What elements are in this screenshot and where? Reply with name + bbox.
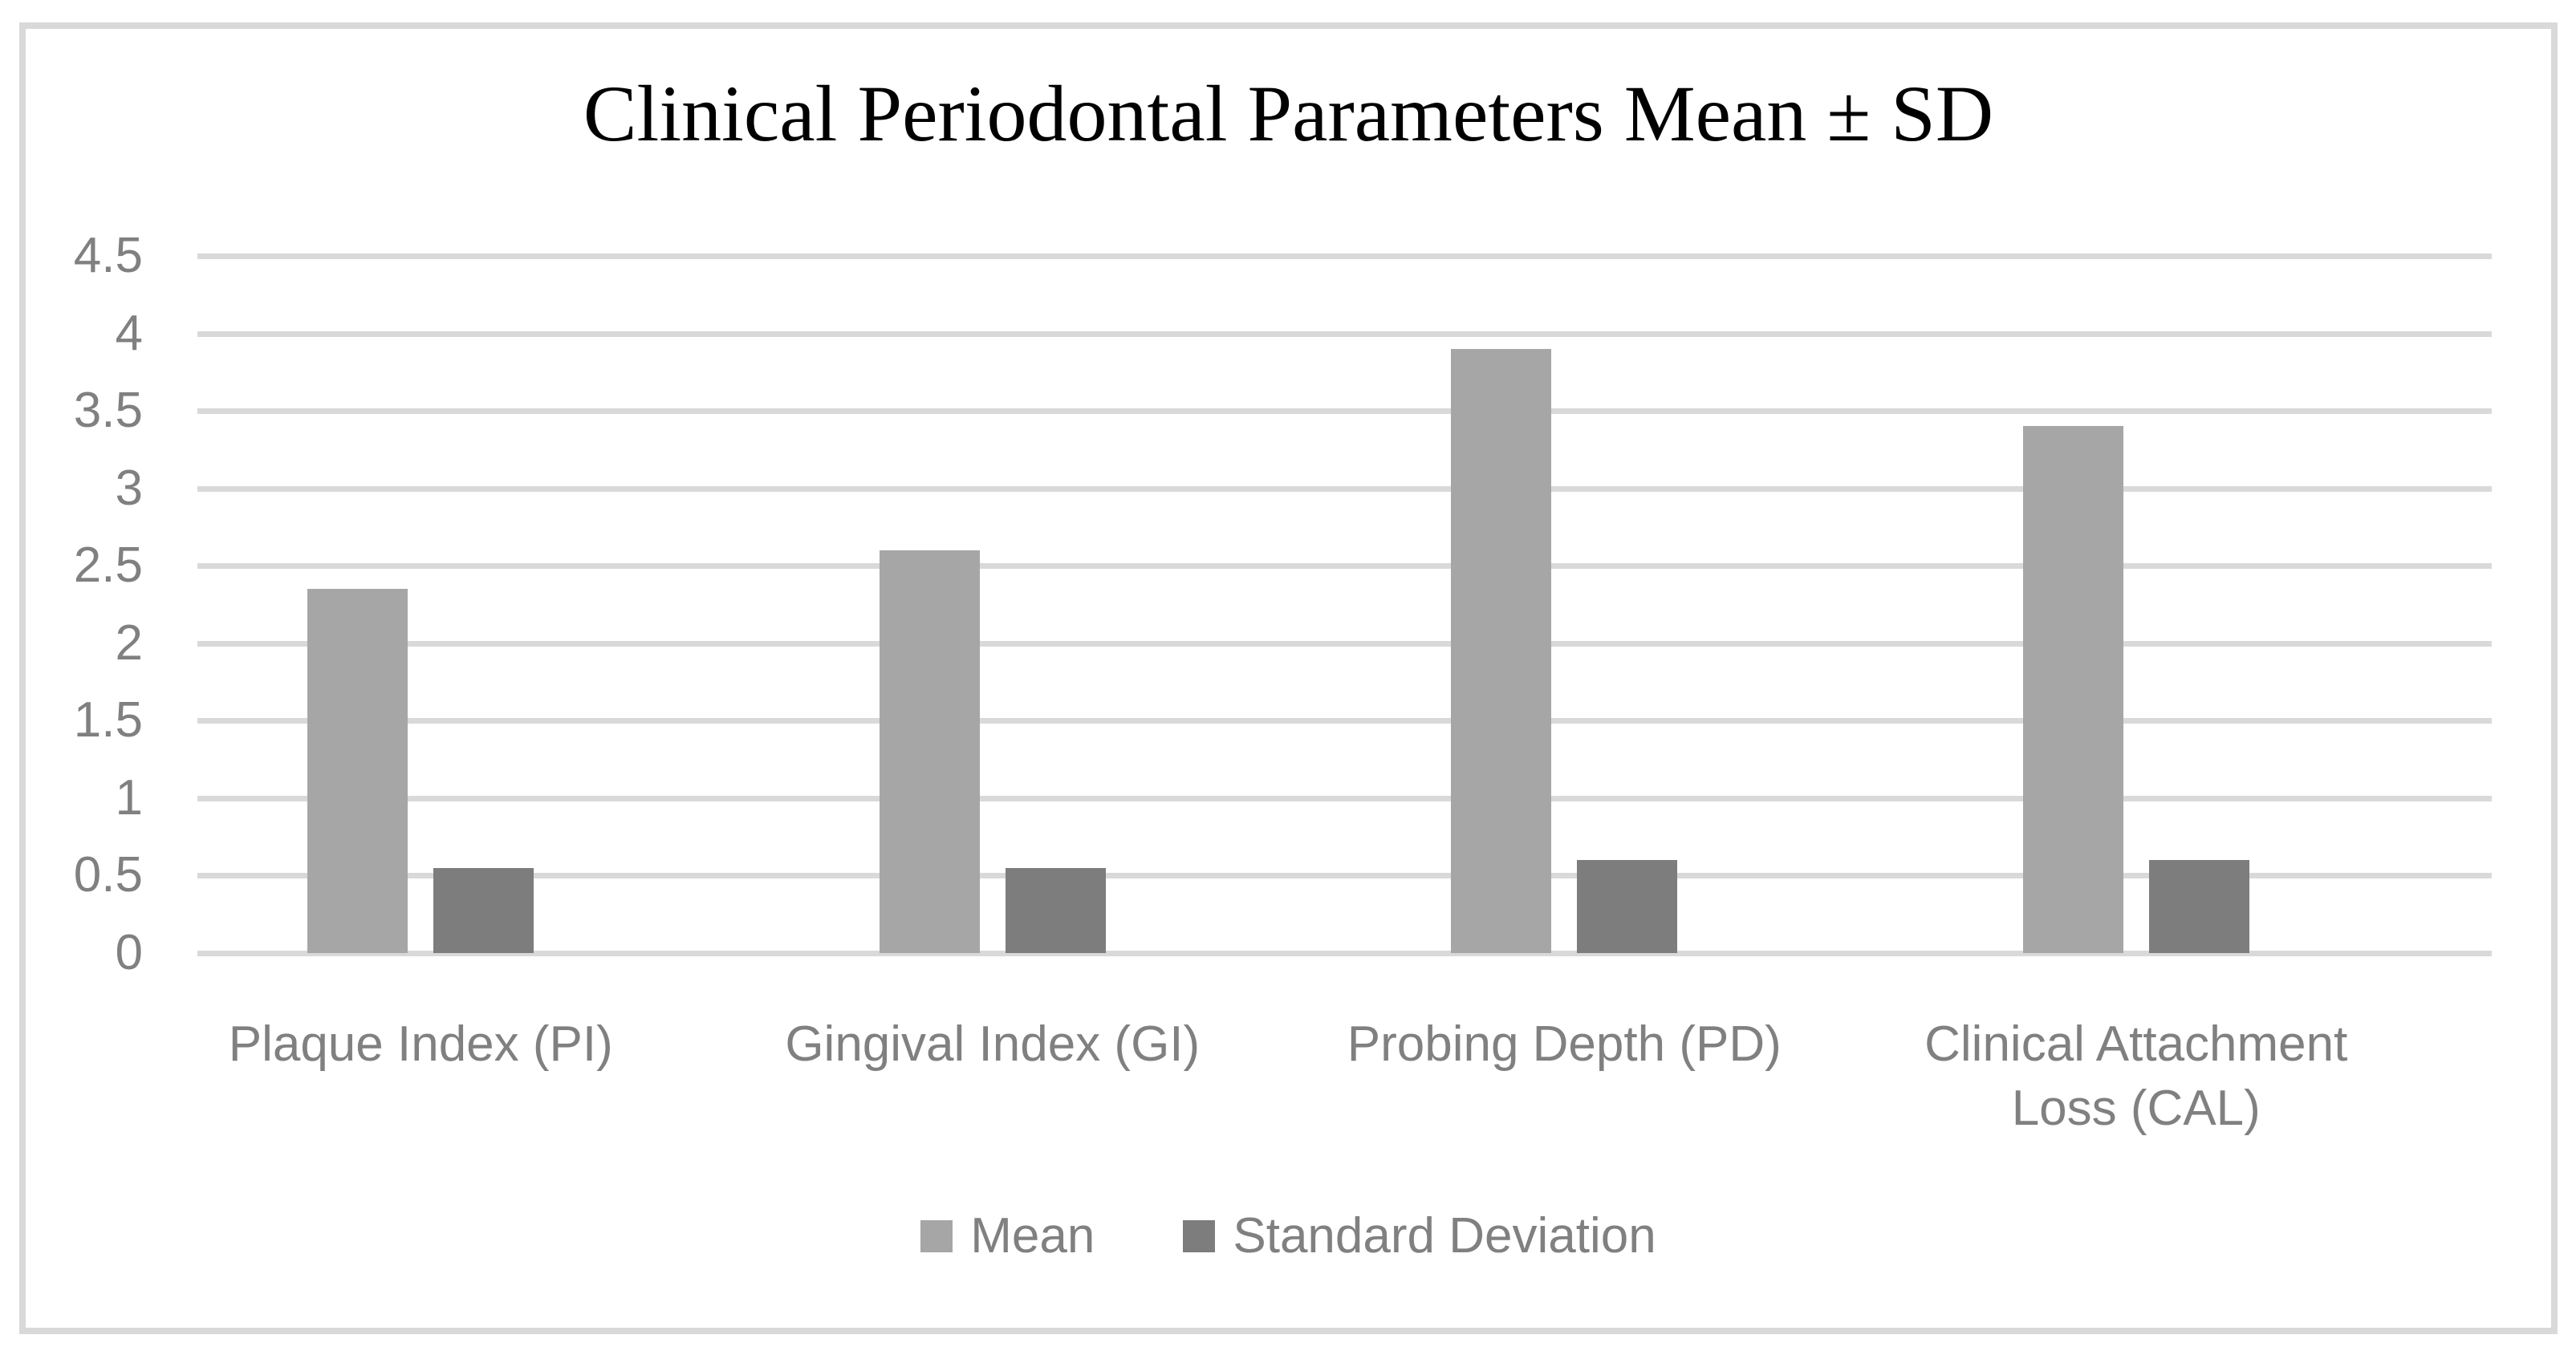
bar-groups — [135, 256, 2422, 953]
gridline-y-4 — [197, 331, 2492, 337]
category-label: Probing Depth (PD) — [1347, 1016, 1782, 1072]
chart-title: Clinical Periodontal Parameters Mean ± S… — [583, 69, 1994, 158]
plot-area: 4.5 4 3.5 3 2.5 2 1.5 1 0.5 0 — [26, 29, 2551, 1328]
legend: Mean Standard Deviation — [26, 1205, 2551, 1268]
y-tick-label: 4 — [115, 305, 143, 361]
y-tick-label: 2.5 — [73, 538, 143, 594]
gridline-y-2 — [197, 640, 2492, 647]
mean-bar — [879, 550, 980, 953]
standard-deviation-bar — [1577, 860, 1678, 953]
chart-figure: Clinical Periodontal Parameters Mean ± S… — [19, 22, 2558, 1334]
legend-swatch — [920, 1220, 953, 1252]
y-tick-label: 2 — [115, 615, 143, 671]
y-tick-label: 3.5 — [73, 383, 143, 439]
y-tick-label: 4.5 — [73, 228, 143, 283]
y-tick-label: 1 — [115, 769, 143, 826]
bar-group-2 — [707, 256, 1279, 953]
gridline-y-1.5 — [197, 718, 2492, 724]
legend-item-standard-deviation: Standard Deviation — [1183, 1205, 1656, 1268]
category-label: Clinical Attachment Loss (CAL) — [1924, 1016, 2348, 1136]
bar-group-1 — [135, 256, 707, 953]
standard-deviation-bar — [2148, 860, 2249, 953]
mean-bar — [1451, 349, 1552, 953]
bar-group-3 — [1278, 256, 1851, 953]
category-axis: Plaque Index (PI) Gingival Index (GI) Prob… — [135, 1012, 2422, 1141]
mean-bar — [307, 589, 408, 953]
standard-deviation-bar — [1005, 868, 1106, 953]
gridline-y-2.5 — [197, 563, 2492, 570]
gridline-y-4.5 — [197, 254, 2492, 259]
bar-group-4 — [1851, 256, 2423, 953]
legend-label: Standard Deviation — [1233, 1208, 1656, 1264]
y-tick-label: 0 — [115, 925, 143, 980]
standard-deviation-bar — [433, 868, 534, 953]
y-tick-label: 3 — [115, 460, 143, 516]
legend-item-mean: Mean — [920, 1205, 1095, 1268]
category-label: Plaque Index (PI) — [228, 1016, 613, 1072]
gridline-y-3 — [197, 485, 2492, 492]
gridline-y-0.5 — [197, 873, 2492, 879]
category-label: Gingival Index (GI) — [785, 1016, 1201, 1072]
gridline-y-3.5 — [197, 408, 2492, 415]
gridline-y-1 — [197, 795, 2492, 801]
legend-label: Mean — [970, 1208, 1095, 1264]
y-tick-label: 0.5 — [73, 847, 143, 903]
legend-swatch — [1183, 1220, 1216, 1252]
gridline-y-0 — [197, 951, 2492, 956]
y-tick-label: 1.5 — [73, 692, 143, 748]
mean-bar — [2022, 426, 2123, 953]
